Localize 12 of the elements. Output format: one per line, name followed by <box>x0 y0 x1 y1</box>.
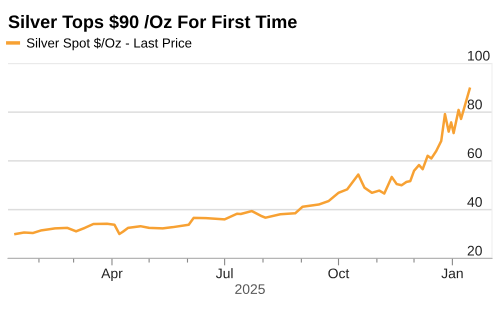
y-tick-label: 60 <box>468 148 482 158</box>
x-tick-label: Jan <box>441 268 463 278</box>
y-tick-label: 80 <box>468 100 482 110</box>
x-tick-label: Oct <box>328 268 350 278</box>
y-tick-label: 20 <box>468 246 482 256</box>
x-tick-label: Apr <box>101 268 123 282</box>
x-tick-label: Jul <box>216 268 233 278</box>
legend-label: Silver Spot $/Oz - Last Price <box>26 38 192 50</box>
y-tick-label: 100 <box>468 50 490 61</box>
y-tick-label: 40 <box>467 197 482 207</box>
chart-title: Silver Tops $90 /Oz For First Time <box>8 14 297 32</box>
x-axis-title: 2025 <box>235 284 265 294</box>
